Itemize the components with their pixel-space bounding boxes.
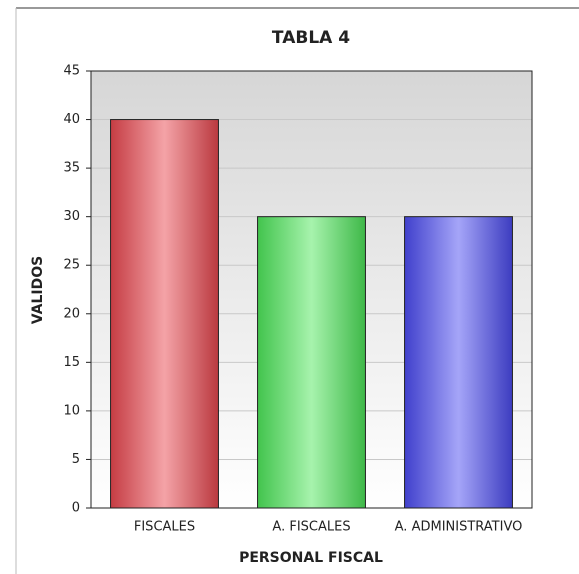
y-tick-label: 0 [72,501,80,516]
y-tick-label: 45 [63,64,80,79]
y-tick-label: 5 [72,452,80,467]
y-tick-label: 20 [63,306,80,321]
y-tick-label: 35 [63,161,80,176]
x-tick-label: FISCALES [134,520,195,535]
y-tick-label: 25 [63,258,80,273]
x-tick-label: A. FISCALES [272,520,350,535]
plot-border [90,70,533,509]
y-tick-label: 10 [63,403,80,418]
bar [257,216,366,509]
bar [110,119,219,509]
y-tick-label: 40 [63,112,80,127]
y-tick-label: 30 [63,209,80,224]
y-tick-label: 15 [63,355,80,370]
bar [404,216,513,509]
y-axis-title: VALIDOS [30,256,46,324]
x-tick-label: A. ADMINISTRATIVO [395,520,523,535]
x-axis-title: PERSONAL FISCAL [239,550,383,566]
chart-title: TABLA 4 [272,28,350,48]
